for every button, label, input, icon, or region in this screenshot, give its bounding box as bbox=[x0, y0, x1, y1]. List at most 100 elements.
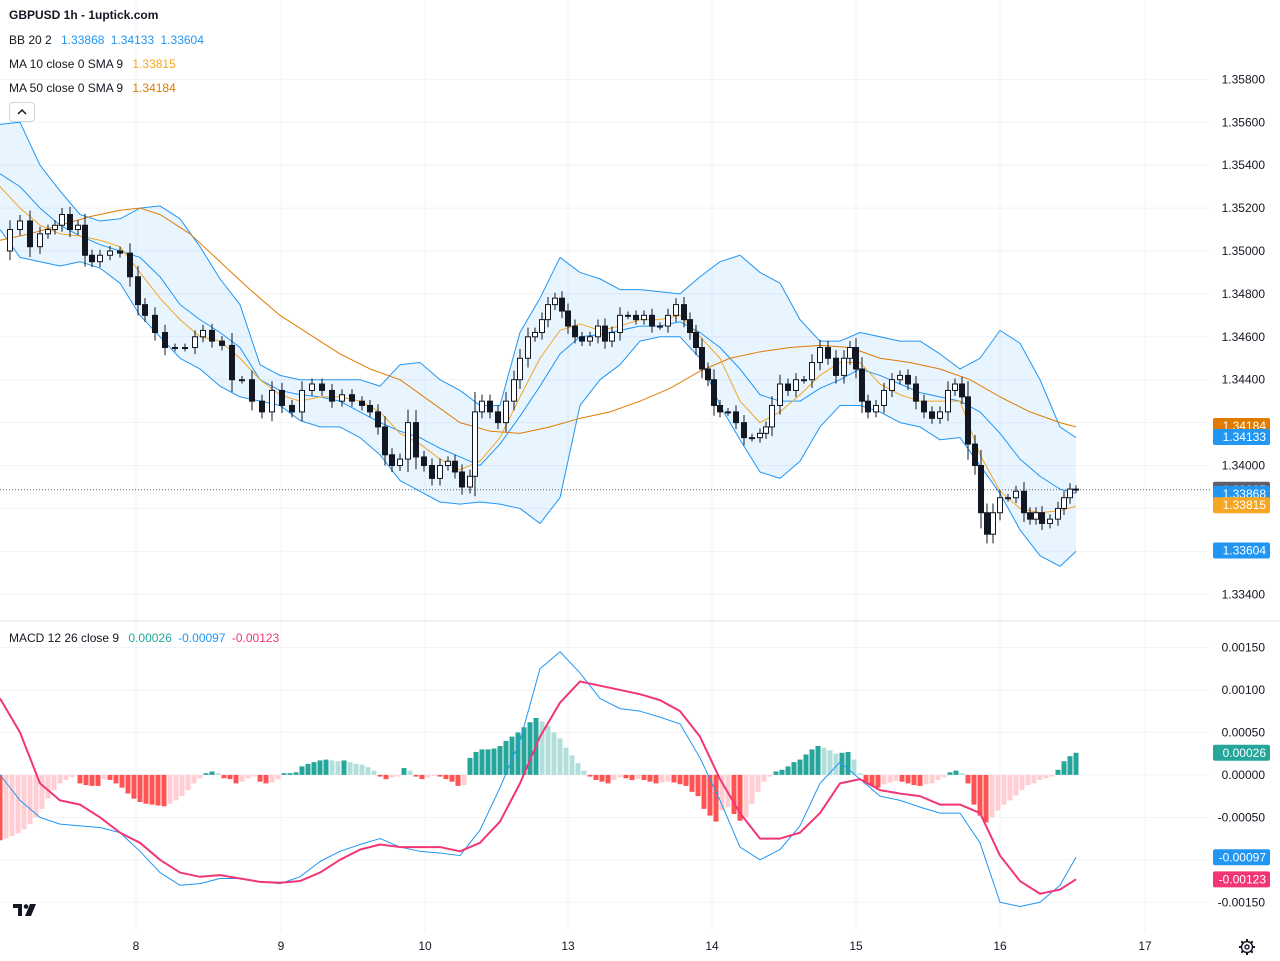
candle-up bbox=[52, 224, 58, 231]
macd-histogram-bar bbox=[137, 774, 143, 803]
candle-down bbox=[693, 332, 699, 349]
candle-down bbox=[359, 400, 365, 406]
macd-histogram-bar bbox=[1043, 774, 1049, 779]
candle-up bbox=[97, 254, 103, 263]
macd-legend[interactable]: MACD 12 26 close 9 0.00026 -0.00097 -0.0… bbox=[9, 630, 279, 646]
x-tick-label: 13 bbox=[561, 939, 575, 953]
macd-histogram-bar bbox=[1001, 774, 1007, 805]
candle-down bbox=[495, 411, 501, 424]
ma50-line bbox=[0, 207, 1077, 434]
macd-histogram-bar bbox=[803, 754, 809, 775]
bollinger-upper-line bbox=[0, 121, 1077, 439]
macd-histogram-bar bbox=[695, 774, 701, 797]
candle-up bbox=[192, 336, 198, 349]
candle-up bbox=[617, 314, 623, 334]
candle-up bbox=[1005, 497, 1011, 500]
macd-histogram-bar bbox=[671, 774, 677, 783]
macd-histogram-bar bbox=[51, 774, 57, 791]
macd-histogram-bar bbox=[983, 774, 989, 823]
macd-histogram-bar bbox=[39, 774, 45, 809]
bb-legend[interactable]: BB 20 2 1.33868 1.34133 1.33604 bbox=[9, 32, 204, 48]
candle-down bbox=[865, 400, 871, 413]
candle-up bbox=[763, 426, 769, 434]
macd-histogram-bar bbox=[719, 774, 725, 811]
macd-histogram-bar bbox=[335, 761, 341, 775]
macd-histogram-bar bbox=[317, 760, 323, 775]
y-tick-label: 1.34600 bbox=[1222, 330, 1266, 344]
macd-histogram-bar bbox=[281, 773, 287, 775]
macd-histogram-bar bbox=[527, 722, 533, 775]
macd-signal-line bbox=[0, 680, 1077, 895]
ma50-legend[interactable]: MA 50 close 0 SMA 9 1.34184 bbox=[9, 80, 176, 96]
candle-down bbox=[825, 347, 831, 359]
macd-legend-value-histogram: 0.00026 bbox=[128, 631, 172, 645]
macd-histogram-bar bbox=[33, 774, 39, 818]
candle-down bbox=[413, 422, 419, 458]
macd-histogram-bar bbox=[347, 762, 353, 775]
macd-histogram-bar bbox=[851, 759, 857, 775]
candle-up bbox=[437, 465, 443, 479]
ma10-legend[interactable]: MA 10 close 0 SMA 9 1.33815 bbox=[9, 56, 176, 72]
candle-up bbox=[17, 220, 23, 231]
candle-down bbox=[162, 332, 168, 349]
macd-histogram-bar bbox=[497, 746, 503, 775]
candle-down bbox=[905, 374, 911, 385]
macd-histogram-bar bbox=[491, 748, 497, 775]
macd-histogram-bar bbox=[239, 774, 245, 782]
price-axis[interactable]: 8 9 10 13 14 15 16 17 1.35800 1.35600 1.35400 1.352… bbox=[133, 72, 1266, 953]
macd-pane[interactable] bbox=[0, 651, 1079, 908]
tradingview-logo[interactable] bbox=[12, 902, 38, 923]
macd-histogram-bar bbox=[935, 774, 941, 780]
candle-down bbox=[978, 465, 984, 514]
macd-histogram-bar bbox=[57, 774, 63, 784]
candle-up bbox=[889, 379, 895, 391]
macd-histogram-bar bbox=[197, 774, 203, 779]
macd-histogram-bar bbox=[131, 774, 137, 799]
macd-histogram-bar bbox=[473, 751, 479, 775]
candle-down bbox=[633, 314, 639, 321]
y-tick-label: 1.33400 bbox=[1222, 587, 1266, 601]
macd-histogram-bar bbox=[1067, 756, 1073, 775]
macd-histogram-bar bbox=[959, 773, 965, 775]
candle-up bbox=[200, 329, 206, 338]
macd-histogram-bar bbox=[63, 774, 69, 780]
collapse-legend-button[interactable] bbox=[9, 102, 35, 122]
macd-histogram-bar bbox=[593, 774, 599, 780]
candle-down bbox=[853, 347, 859, 370]
macd-histogram-bar bbox=[767, 774, 773, 777]
macd-histogram-bar bbox=[155, 774, 161, 806]
macd-price-tag-bg bbox=[1213, 744, 1270, 761]
macd-histogram-bar bbox=[857, 773, 863, 775]
macd-histogram-bar bbox=[449, 774, 455, 782]
macd-histogram-bar bbox=[0, 774, 3, 841]
candle-up bbox=[525, 336, 531, 359]
macd-histogram-bar bbox=[977, 774, 983, 816]
y-tick-label: 1.35600 bbox=[1222, 115, 1266, 129]
macd-histogram-bar bbox=[209, 771, 215, 775]
candle-up bbox=[990, 512, 996, 535]
candle-down bbox=[717, 404, 723, 413]
macd-histogram-bar bbox=[359, 764, 365, 775]
macd-histogram-bar bbox=[203, 773, 209, 775]
macd-histogram-bar bbox=[737, 774, 743, 821]
candle-up bbox=[997, 497, 1003, 514]
candle-up bbox=[757, 432, 763, 439]
candle-down bbox=[27, 220, 33, 248]
macd-y-tick-label: 0.00050 bbox=[1222, 725, 1266, 739]
macd-histogram-bar bbox=[611, 774, 617, 780]
candle-up bbox=[841, 357, 847, 376]
candle-down bbox=[219, 340, 225, 346]
ma50-legend-value: 1.34184 bbox=[132, 81, 176, 95]
candle-up bbox=[172, 347, 178, 350]
candle-down bbox=[681, 304, 687, 321]
macd-histogram-bar bbox=[995, 774, 1001, 811]
candle-up bbox=[7, 229, 13, 252]
gear-icon[interactable] bbox=[1238, 938, 1256, 961]
bollinger-fill-area bbox=[0, 122, 1076, 567]
price-tag: 1.33815 bbox=[1223, 498, 1267, 512]
chart-title: GBPUSD 1h - 1uptick.com bbox=[9, 8, 159, 22]
bb-legend-value-lower: 1.33604 bbox=[160, 33, 204, 47]
x-tick-label: 17 bbox=[1138, 939, 1152, 953]
candlesticks[interactable] bbox=[7, 206, 1079, 544]
